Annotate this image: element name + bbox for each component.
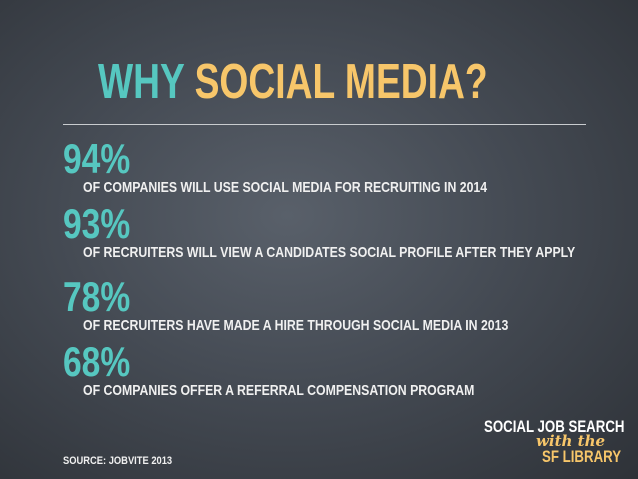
stat-percent: 93% — [63, 200, 131, 247]
title-word-social-media: SOCIAL MEDIA? — [194, 55, 488, 109]
stat-description: OF COMPANIES OFFER A REFERRAL COMPENSATI… — [83, 382, 475, 399]
title-word-why: WHY — [98, 55, 185, 109]
stat-description: OF COMPANIES WILL USE SOCIAL MEDIA FOR R… — [83, 179, 488, 196]
stat-percent: 94% — [63, 135, 131, 182]
stat-percent: 78% — [63, 273, 131, 320]
brand-line-sf-library: SF LIBRARY — [542, 447, 622, 466]
brand-line-social-job-search: SOCIAL JOB SEARCH — [484, 417, 625, 436]
brand-line-with-the: with the — [536, 432, 606, 450]
stat-item: 68% OF COMPANIES OFFER A REFERRAL COMPEN… — [63, 338, 474, 399]
source-credit: SOURCE: JOBVITE 2013 — [63, 455, 173, 467]
stat-item: 78% OF RECRUITERS HAVE MADE A HIRE THROU… — [63, 273, 508, 334]
stat-description: OF RECRUITERS HAVE MADE A HIRE THROUGH S… — [83, 317, 509, 334]
stat-percent: 68% — [63, 338, 131, 385]
stat-description: OF RECRUITERS WILL VIEW A CANDIDATES SOC… — [83, 244, 576, 261]
stat-item: 94% OF COMPANIES WILL USE SOCIAL MEDIA F… — [63, 135, 487, 196]
slide-title: WHY SOCIAL MEDIA? — [98, 58, 488, 107]
stat-item: 93% OF RECRUITERS WILL VIEW A CANDIDATES… — [63, 200, 575, 261]
title-divider — [63, 124, 586, 125]
